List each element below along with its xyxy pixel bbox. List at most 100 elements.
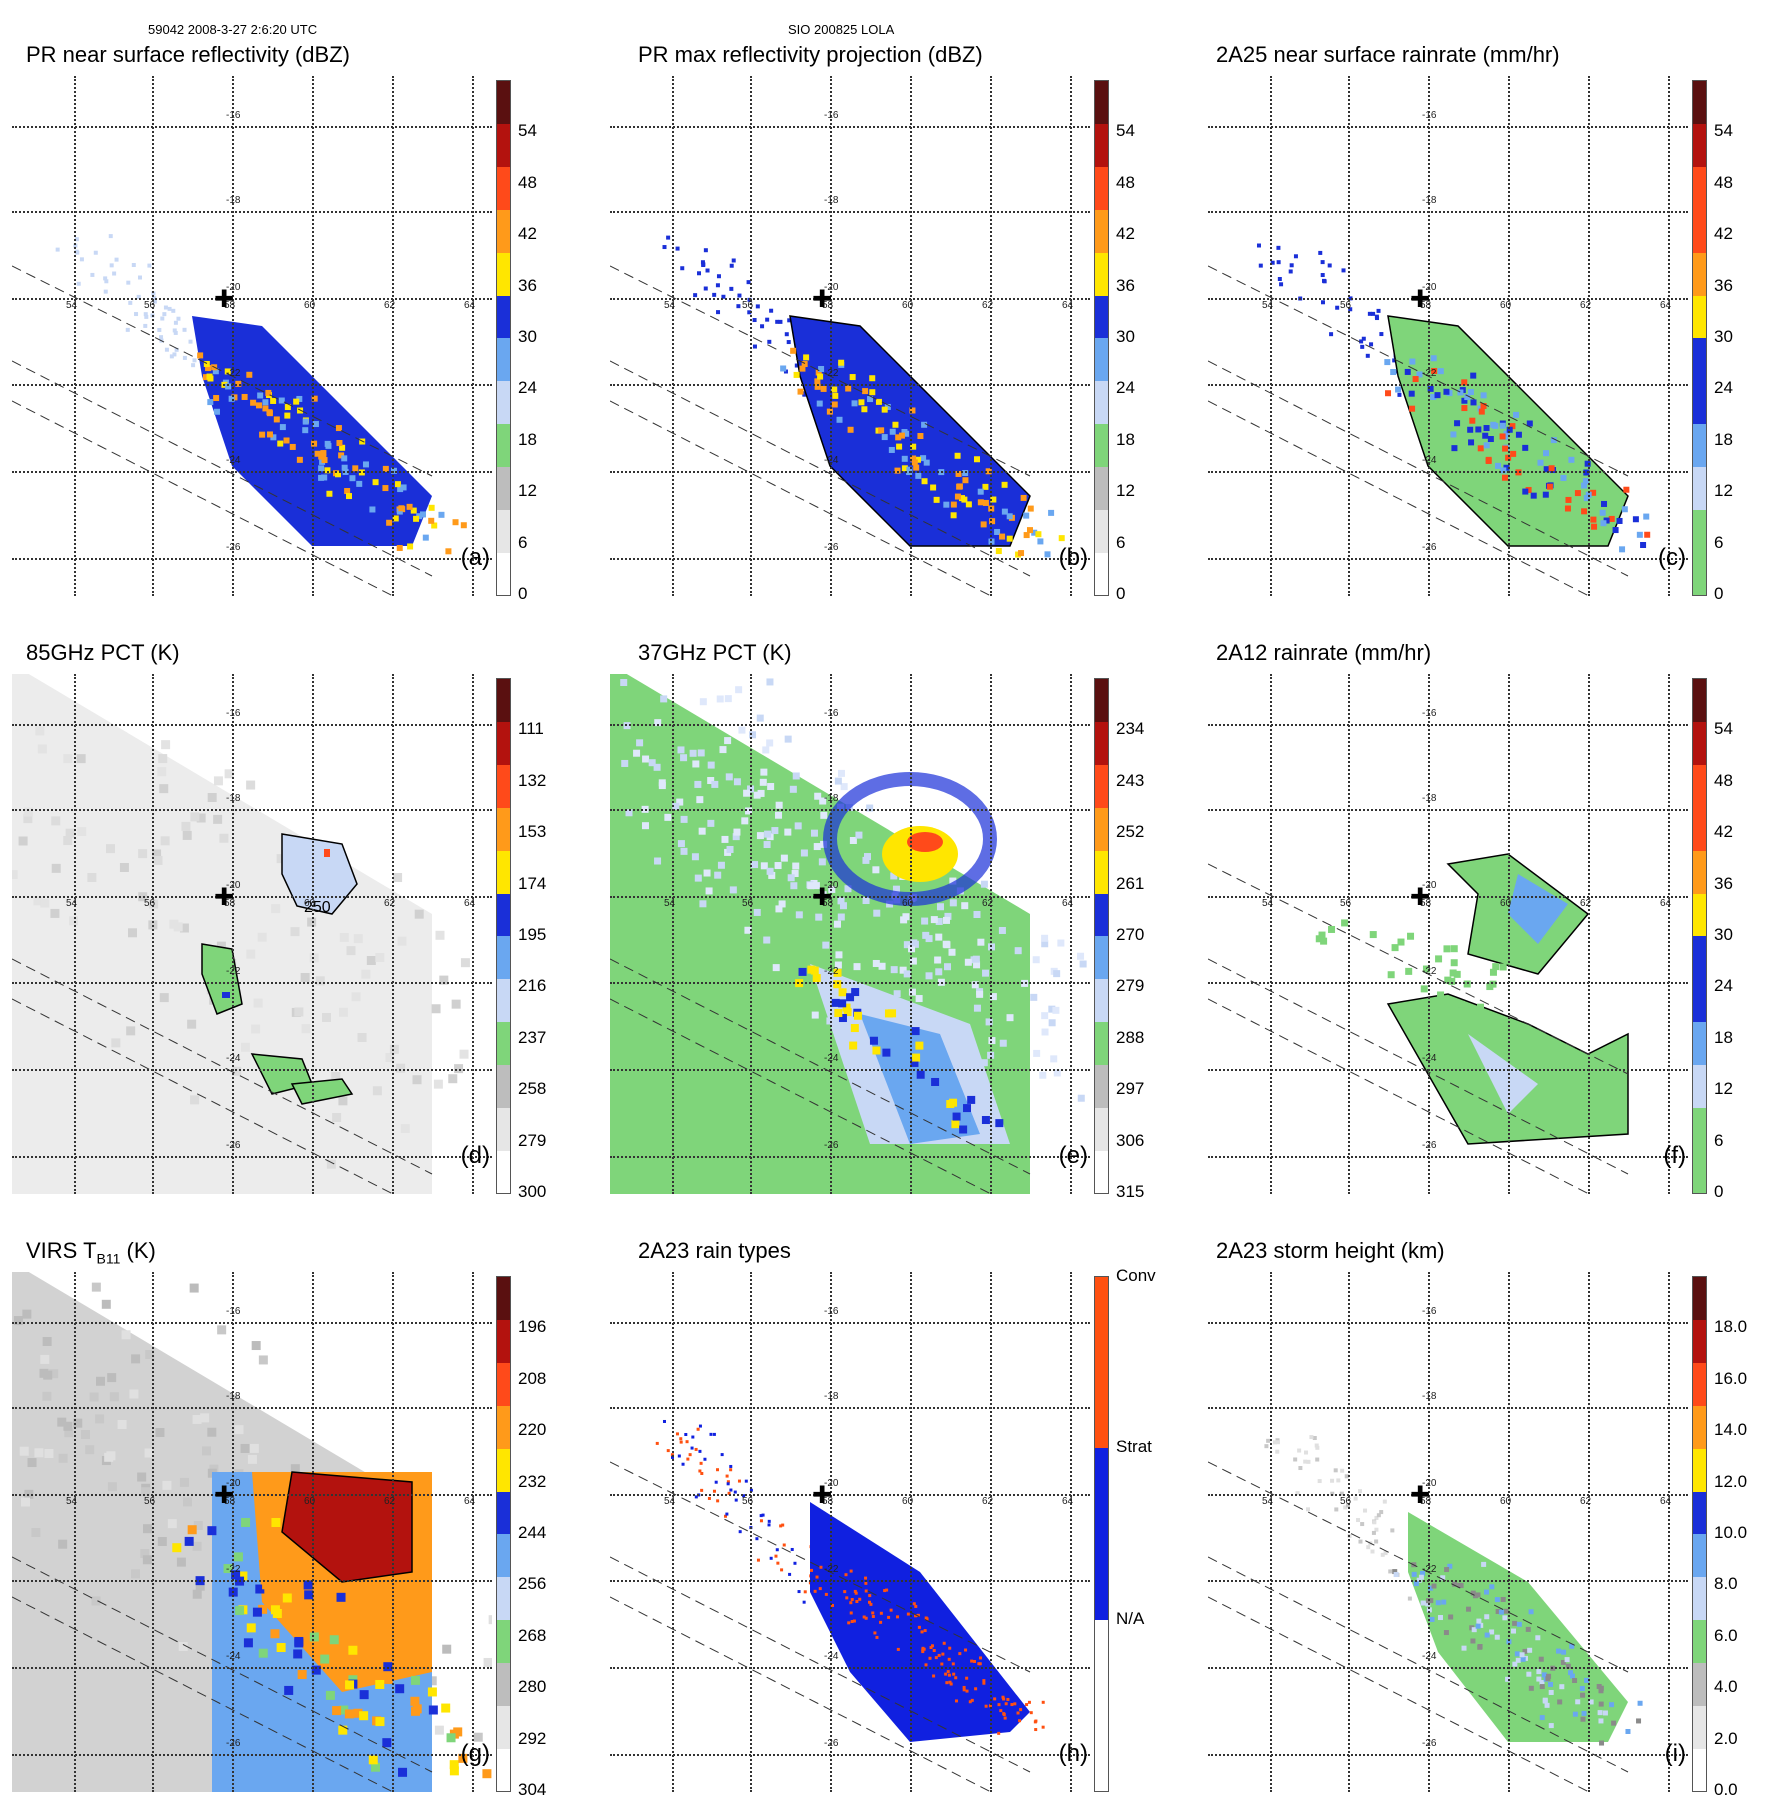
colorbar-tick-label: 297	[1116, 1079, 1145, 1099]
grid-line-lon	[1428, 674, 1430, 1194]
storm-height-pixel	[1565, 1663, 1571, 1669]
swath-pixel	[1079, 960, 1087, 968]
cloud-pixel	[276, 1643, 286, 1653]
storm-height-pixel	[1572, 1711, 1578, 1717]
swath-edge-line	[1208, 265, 1629, 477]
reflectivity-pixel	[954, 452, 961, 459]
reflectivity-pixel	[382, 465, 389, 472]
grid-line-lat	[1208, 809, 1688, 811]
swath-pixel	[91, 1282, 101, 1292]
storm-height-pixel	[1528, 1609, 1534, 1615]
colorbar-segment	[1095, 1277, 1108, 1449]
swath-layer	[610, 1419, 1045, 1792]
cold-pixel	[831, 998, 840, 1007]
convective-pixel	[916, 1613, 920, 1617]
grid-line-lat	[12, 126, 492, 128]
colorbar-segment	[497, 338, 510, 382]
reflectivity-pixel	[1288, 269, 1293, 274]
swath-pixel	[276, 854, 286, 864]
reflectivity-pixel	[311, 395, 318, 402]
storm-height-pixel	[1548, 1723, 1554, 1729]
storm-height-pixel	[1370, 1549, 1375, 1554]
storm-height-pixel	[1358, 1539, 1363, 1544]
swath-pixel	[654, 719, 662, 727]
swath-pixel	[757, 789, 765, 797]
reflectivity-pixel	[103, 289, 108, 294]
colorbar-tick-label: 6	[1714, 1130, 1724, 1150]
panel-g: VIRS TB11 (K) 54 56 58 60 62 64 -16 -18 -20 -22 -24…	[0, 1234, 575, 1799]
grid-line-lon	[1270, 76, 1272, 596]
swath-layer	[1208, 1435, 1643, 1792]
rain-type-pixel	[699, 1461, 703, 1465]
swath-pixel	[385, 1053, 395, 1063]
reflectivity-pixel	[112, 271, 117, 276]
swath-pixel	[853, 963, 861, 971]
storm-height-pixel	[1470, 1590, 1476, 1596]
convective-pixel	[815, 1575, 819, 1579]
reflectivity-pixel	[1044, 551, 1051, 558]
swath-edge-line	[610, 400, 993, 596]
convective-pixel	[982, 1679, 986, 1683]
reflectivity-pixel	[1482, 432, 1489, 439]
convective-pixel	[879, 1620, 883, 1624]
grid-line-lon	[232, 76, 234, 596]
colorbar-tick-label: 0	[1714, 1182, 1724, 1201]
rain-pixel	[1477, 1003, 1485, 1011]
swath-pixel	[1053, 970, 1061, 978]
colorbar-tick-label: 36	[1116, 275, 1135, 295]
reflectivity-pixel	[318, 453, 325, 460]
colorbar-segment	[1693, 252, 1706, 296]
swath-edge-line	[1208, 400, 1591, 596]
reflectivity-pixel	[1026, 527, 1033, 534]
swath-pixel	[820, 811, 828, 819]
swath-pixel	[77, 827, 87, 837]
grid-line-lat	[610, 809, 1090, 811]
rain-type-pixel	[698, 1424, 702, 1428]
convective-pixel	[999, 1709, 1003, 1713]
swath-pixel	[101, 1299, 111, 1309]
colorbar-segment	[497, 1277, 510, 1321]
swath-pixel	[818, 858, 826, 866]
swath-pixel	[346, 946, 356, 956]
reflectivity-pixel	[1384, 359, 1391, 366]
storm-center-icon: ✚	[1410, 286, 1431, 313]
swath-pixel	[138, 849, 148, 859]
lon-tick-label: 56	[742, 300, 754, 311]
storm-height-pixel	[1539, 1680, 1545, 1686]
swath-pixel	[76, 754, 86, 764]
swath-pixel	[749, 731, 757, 739]
storm-height-pixel	[1503, 1608, 1509, 1614]
colorbar-segment	[1693, 978, 1706, 1023]
cloud-pixel	[336, 1592, 346, 1602]
swath-pixel	[1077, 952, 1085, 960]
reflectivity-pixel	[716, 310, 721, 315]
lon-tick-label: 58	[1420, 1496, 1432, 1507]
reflectivity-pixel	[289, 443, 296, 450]
swath-pixel	[37, 744, 47, 754]
swath-pixel	[733, 828, 741, 836]
colorbar-tick-label: 6	[518, 532, 528, 552]
map-area: 54 56 58 60 62 64 -16 -18 -20 -22 -24 -26 ✚ (c)	[1208, 76, 1688, 596]
colorbar-segment	[497, 1748, 510, 1792]
reflectivity-pixel	[445, 548, 452, 555]
storm-height-pixel	[1588, 1699, 1594, 1705]
reflectivity-pixel	[1001, 508, 1008, 515]
swath-pixel	[290, 1464, 300, 1474]
reflectivity-pixel	[1468, 439, 1475, 446]
colorbar-segment	[497, 123, 510, 168]
lon-tick-label: 54	[66, 1496, 78, 1507]
swath-pixel	[698, 827, 706, 835]
swath-pixel	[935, 933, 943, 941]
lon-tick-label: 58	[1420, 300, 1432, 311]
rain-type-pixel	[694, 1495, 698, 1499]
grid-line-lat	[610, 211, 1090, 213]
grid-line-lat	[12, 1667, 492, 1669]
swath-pixel	[819, 797, 827, 805]
reflectivity-pixel	[1612, 527, 1619, 534]
colorbar	[496, 80, 511, 596]
reflectivity-pixel	[1464, 394, 1471, 401]
reflectivity-pixel	[255, 402, 262, 409]
swath-pixel	[707, 819, 715, 827]
storm-height-pixel	[1475, 1592, 1481, 1598]
swath-pixel	[707, 777, 715, 785]
